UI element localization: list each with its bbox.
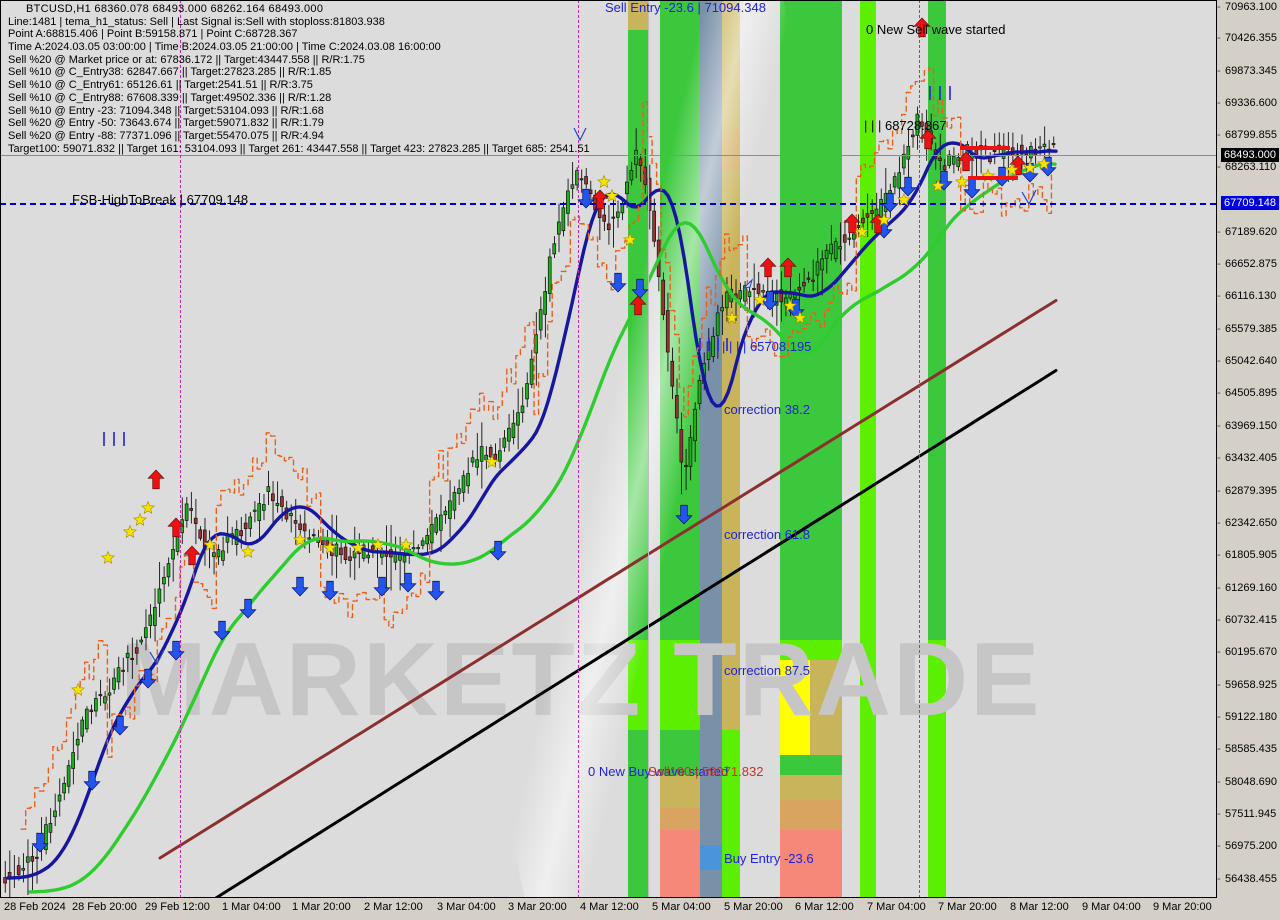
time-tick: 9 Mar 04:00 [1082,901,1141,913]
event-line-c [919,0,921,898]
plot-border-bottom [0,897,1216,898]
correction-382-label: correction 38.2 [724,402,810,417]
current-price-tag: 68493.000 [1221,148,1279,162]
symbol-ohlc-line: BTCUSD,H1 68360.078 68493.000 68262.164 … [26,3,324,15]
price-tick: -58585.435 [1217,743,1277,755]
info-line-4: Sell %10 @ C_Entry38: 62847.667 || Targe… [8,66,332,79]
price-tick: -56975.200 [1217,840,1277,852]
time-tick: 3 Mar 04:00 [437,901,496,913]
price-tick: -68799.855 [1217,129,1277,141]
point-c-label: | | | 68728.367 [864,118,947,133]
time-tick: 6 Mar 12:00 [795,901,854,913]
plot-border-left [0,0,1,898]
price-tick: -61805.905 [1217,549,1277,561]
price-tick: -70963.100 [1217,1,1277,13]
time-tick: 7 Mar 20:00 [938,901,997,913]
sell100-label: Sell100 | 59071.832 [648,764,764,779]
price-tick: -63432.405 [1217,452,1277,464]
price-tick: -66116.130 [1217,290,1277,302]
info-line-9: Sell %20 @ Entry -88: 77371.096 || Targe… [8,129,324,142]
price-axis[interactable]: -70963.100 -70426.355 -69873.345 -69336.600… [1216,0,1280,898]
time-tick: 3 Mar 20:00 [508,901,567,913]
price-tick: -60732.415 [1217,614,1277,626]
time-tick: 5 Mar 20:00 [724,901,783,913]
event-line-d [648,0,650,898]
fsb-level-price-tag: 67709.148 [1221,196,1279,210]
info-line-8: Sell %20 @ Entry -50: 73643.674 || Targe… [8,117,324,130]
fsb-high-to-break-line [0,203,1216,205]
event-line-a [180,0,182,898]
price-tick: -66652.875 [1217,258,1277,270]
current-price-line [0,155,1216,156]
price-tick: -65042.640 [1217,355,1277,367]
price-tick: -56438.455 [1217,873,1277,885]
correction-875-label: correction 87.5 [724,663,810,678]
time-tick: 2 Mar 12:00 [364,901,423,913]
time-tick: 28 Feb 20:00 [72,901,137,913]
info-line-0: Line:1481 | tema_h1_status: Sell | Last … [8,15,385,28]
price-tick: -69873.345 [1217,65,1277,77]
info-line-5: Sell %10 @ C_Entry61: 65126.61 || Target… [8,79,313,92]
price-tick: -57511.945 [1217,808,1277,820]
plot-border-top [0,0,1216,1]
price-tick: -59122.180 [1217,711,1277,723]
price-tick: -60195.670 [1217,646,1277,658]
event-line-b [578,0,580,898]
info-line-3: Sell %20 @ Market price or at: 67836.172… [8,53,365,66]
time-tick: 1 Mar 20:00 [292,901,351,913]
fib-level-label: | | | | 65708.195 [722,339,812,354]
time-tick: 9 Mar 20:00 [1153,901,1212,913]
time-tick: 4 Mar 12:00 [580,901,639,913]
time-tick: 29 Feb 12:00 [145,901,210,913]
chart-info-block: BTCUSD,H1 68360.078 68493.000 68262.164 … [8,3,590,155]
sell-entry-label: Sell Entry -23.6 | 71094.348 [605,0,766,15]
price-tick: -70426.355 [1217,32,1277,44]
price-tick: -64505.895 [1217,387,1277,399]
time-tick: 1 Mar 04:00 [222,901,281,913]
fsb-high-to-break-label: FSB-HighToBreak | 67709.148 [72,192,249,207]
price-tick: -68263.110 [1217,161,1277,173]
buy-entry-label: Buy Entry -23.6 [724,851,814,866]
price-tick: -62342.650 [1217,517,1277,529]
signal-marker-layer [31,17,1057,853]
time-tick: 28 Feb 2024 [4,901,66,913]
chart-plot-area[interactable]: MARKETZ TRADE Sell Entry -23.6 | 71094.3… [0,0,1216,898]
price-tick: -62879.395 [1217,485,1277,497]
info-line-1: Point A:68815.406 | Point B:59158.871 | … [8,28,298,41]
price-tick: -58048.690 [1217,776,1277,788]
price-tick: -61269.160 [1217,582,1277,594]
time-tick: 8 Mar 12:00 [1010,901,1069,913]
price-tick: -63969.150 [1217,420,1277,432]
new-sell-wave-label: 0 New Sell wave started [866,22,1006,37]
info-line-7: Sell %10 @ Entry -23: 71094.348 || Targe… [8,104,324,117]
info-line-2: Time A:2024.03.05 03:00:00 | Time B:2024… [8,41,441,54]
price-tick: -65579.385 [1217,323,1277,335]
price-tick: -69336.600 [1217,97,1277,109]
time-tick: 5 Mar 04:00 [652,901,711,913]
time-axis[interactable]: 28 Feb 2024 28 Feb 20:00 29 Feb 12:00 1 Mar… [0,898,1280,920]
price-series-layer [3,66,1058,898]
time-tick: 7 Mar 04:00 [867,901,926,913]
correction-618-label: correction 61.8 [724,527,810,542]
info-line-6: Sell %10 @ C_Entry88: 67608.339 || Targe… [8,91,332,104]
price-tick: -59658.925 [1217,679,1277,691]
info-line-10: Target100: 59071.832 || Target 161: 5310… [8,142,590,155]
price-tick: -67189.620 [1217,226,1277,238]
